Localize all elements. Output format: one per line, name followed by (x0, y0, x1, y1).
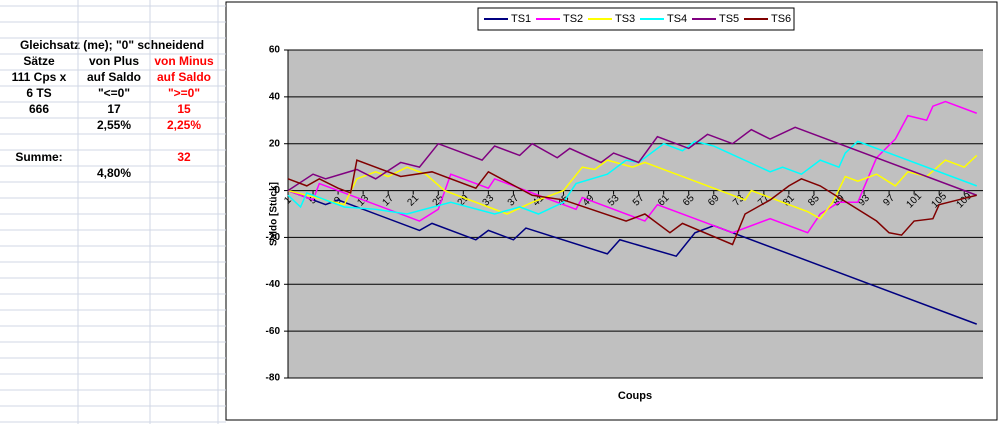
series-line (287, 140, 978, 215)
y-tick-label: 0 (274, 185, 280, 196)
series-line (287, 126, 978, 196)
series-line (287, 154, 978, 220)
y-tick-label: 20 (269, 138, 281, 149)
sheet-cell: 32 (177, 150, 191, 164)
sheet-cell: 111 Cps x (12, 70, 67, 84)
series-line (287, 189, 978, 325)
sheet-cell: 2,55% (97, 118, 131, 132)
y-axis-label: Saldo [Stück] (269, 182, 280, 246)
legend-label: TS1 (511, 13, 531, 25)
sheet-cell: 2,25% (167, 118, 201, 132)
legend-label: TS5 (719, 13, 739, 25)
sheet-title: Gleichsatz (me); "0" schneidend (20, 38, 204, 52)
legend-box (477, 7, 795, 31)
legend-label: TS4 (667, 13, 687, 25)
y-tick-label: -40 (266, 279, 281, 290)
sheet-cell: auf Saldo (87, 70, 141, 84)
y-tick-label: 40 (269, 91, 281, 102)
x-axis-label: Coups (618, 390, 652, 402)
legend-label: TS2 (563, 13, 583, 25)
series-line (287, 100, 978, 234)
y-tick-label: -80 (266, 373, 281, 384)
sheet-cell: Summe: (15, 150, 62, 164)
sheet-cell: von Minus (154, 54, 214, 68)
sheet-cell: 6 TS (26, 86, 51, 100)
sheet-cell: 4,80% (97, 166, 131, 180)
sheet-cell: von Plus (89, 54, 139, 68)
plot-area (288, 50, 983, 378)
y-tick-label: -20 (266, 232, 281, 243)
series-line (287, 159, 977, 246)
sheet-cell: 17 (107, 102, 121, 116)
sheet-cell: Sätze (23, 54, 55, 68)
y-tick-label: 60 (269, 45, 281, 56)
sheet-cell: 666 (29, 102, 49, 116)
y-tick-label: -60 (266, 326, 281, 337)
sheet-cell: auf Saldo (157, 70, 211, 84)
sheet-cell: 15 (177, 102, 191, 116)
legend-label: TS6 (771, 13, 791, 25)
sheet-cell: ">=0" (168, 86, 200, 100)
legend-label: TS3 (615, 13, 635, 25)
sheet-cell: "<=0" (98, 86, 130, 100)
